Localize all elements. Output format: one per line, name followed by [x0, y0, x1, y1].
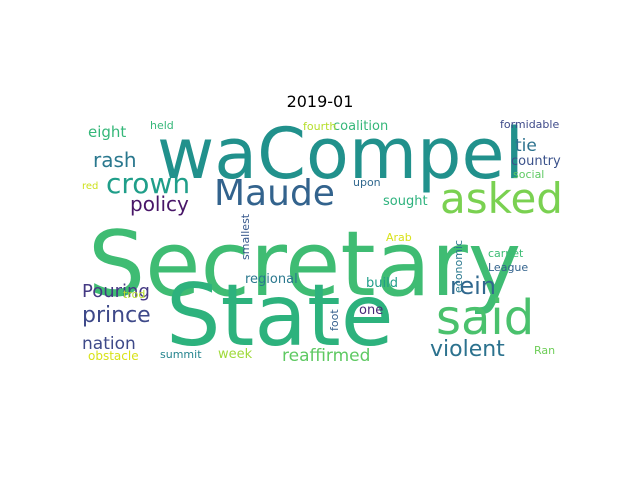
- word-carpet: carpet: [488, 247, 524, 260]
- word-maude: Maude: [214, 173, 335, 214]
- word-fourth: fourth: [303, 120, 336, 133]
- word-wacompel: waCompel: [157, 113, 524, 195]
- word-policy: policy: [130, 192, 189, 216]
- word-regional: regional: [245, 272, 298, 287]
- word-formidable: formidable: [500, 118, 559, 131]
- word-economic: economic: [452, 240, 465, 293]
- word-nation: nation: [82, 334, 136, 354]
- word-eight: eight: [88, 123, 126, 141]
- word-held: held: [150, 119, 174, 132]
- word-foot: foot: [328, 309, 341, 331]
- word-trod: trod: [123, 288, 145, 301]
- word-build: build: [366, 276, 398, 291]
- word-arab: Arab: [386, 231, 412, 244]
- word-secretary: Secretary: [88, 212, 521, 317]
- word-reaffirmed: reaffirmed: [282, 346, 370, 366]
- word-league: League: [488, 261, 528, 274]
- word-week: week: [218, 347, 253, 362]
- word-smallest: smallest: [239, 213, 252, 260]
- word-coalition: coalition: [333, 119, 388, 134]
- word-sought: sought: [383, 194, 428, 209]
- chart-title: 2019-01: [286, 92, 354, 111]
- word-asked: asked: [440, 174, 563, 223]
- word-tie: tie: [515, 136, 537, 156]
- word-said: said: [436, 290, 534, 346]
- word-rein: rein: [450, 272, 496, 300]
- word-social: social: [513, 168, 544, 181]
- word-country: country: [511, 154, 561, 169]
- word-red: red: [82, 181, 98, 192]
- word-pouring: Pouring: [82, 281, 150, 302]
- word-ran: Ran: [534, 344, 555, 357]
- word-state: State: [166, 266, 394, 366]
- word-rash: rash: [93, 148, 137, 172]
- word-one: one: [359, 303, 383, 318]
- word-prince: prince: [82, 303, 151, 328]
- word-obstacle: obstacle: [88, 349, 139, 363]
- word-summit: summit: [160, 348, 202, 361]
- word-upon: upon: [353, 176, 381, 189]
- word-violent: violent: [430, 337, 505, 362]
- word-crown: crown: [106, 167, 190, 200]
